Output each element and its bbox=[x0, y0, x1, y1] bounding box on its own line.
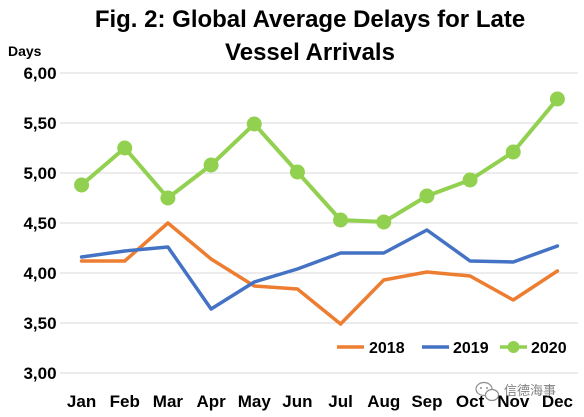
legend-label-2019: 2019 bbox=[453, 340, 489, 357]
wechat-bubble-icon bbox=[475, 381, 500, 402]
data-point-2020 bbox=[246, 116, 262, 132]
legend-label-2018: 2018 bbox=[369, 340, 405, 357]
x-tick-label: Apr bbox=[196, 392, 226, 411]
legend: 2018 2019 2020 bbox=[337, 340, 567, 357]
gridlines bbox=[60, 72, 578, 374]
chart-title-line-2: Vessel Arrivals bbox=[225, 39, 395, 66]
y-tick-label: 3,00 bbox=[23, 364, 56, 383]
data-point-2020 bbox=[505, 144, 521, 160]
x-tick-label: Sep bbox=[411, 392, 442, 411]
data-point-2020 bbox=[74, 177, 90, 193]
y-tick-label: 5,50 bbox=[23, 114, 56, 133]
x-axis-ticks: Jan Feb Mar Apr May Jun Jul Aug Sep Oct Nov Dec bbox=[67, 392, 573, 411]
legend-item-2018: 2018 bbox=[337, 340, 405, 357]
x-tick-label: Mar bbox=[153, 392, 184, 411]
series-2019 bbox=[79, 228, 560, 311]
y-tick-label: 4,00 bbox=[23, 264, 56, 283]
data-point-2020 bbox=[333, 212, 349, 228]
data-point-2020 bbox=[160, 190, 176, 206]
x-tick-label: Jun bbox=[282, 392, 312, 411]
x-tick-label: May bbox=[238, 392, 272, 411]
series-line-2019 bbox=[79, 228, 560, 311]
legend-item-2020: 2020 bbox=[500, 340, 567, 357]
legend-marker-2020 bbox=[507, 341, 520, 353]
series-line-2018 bbox=[79, 221, 560, 326]
y-tick-label: 6,00 bbox=[23, 64, 56, 83]
series-lines bbox=[74, 91, 565, 326]
x-tick-label: Jan bbox=[67, 392, 96, 411]
legend-item-2019: 2019 bbox=[422, 340, 489, 357]
watermark-text: 信德海事 bbox=[504, 384, 556, 399]
data-point-2020 bbox=[376, 214, 392, 230]
chart-title-line-1: Fig. 2: Global Average Delays for Late bbox=[95, 6, 525, 33]
x-tick-label: Jul bbox=[328, 392, 353, 411]
x-tick-label: Aug bbox=[367, 392, 400, 411]
data-point-2020 bbox=[462, 172, 478, 188]
x-tick-label: Oct bbox=[456, 392, 485, 411]
legend-label-2020: 2020 bbox=[531, 340, 567, 357]
data-point-2020 bbox=[289, 164, 305, 180]
data-point-2020 bbox=[203, 157, 219, 173]
y-tick-label: 4,50 bbox=[23, 214, 56, 233]
y-tick-label: 5,00 bbox=[23, 164, 56, 183]
x-tick-label: Feb bbox=[110, 392, 140, 411]
y-axis-label: Days bbox=[8, 43, 42, 59]
watermark: 信德海事 bbox=[475, 381, 556, 402]
series-line-2020 bbox=[79, 97, 560, 224]
x-tick-label: Dec bbox=[542, 392, 573, 411]
series-2018 bbox=[79, 221, 560, 326]
data-point-2020 bbox=[419, 188, 435, 204]
series-2020 bbox=[74, 91, 565, 230]
y-tick-label: 3,50 bbox=[23, 314, 56, 333]
data-point-2020 bbox=[117, 140, 133, 156]
y-axis-ticks: 3,00 3,50 4,00 4,50 5,00 5,50 6,00 bbox=[23, 64, 56, 383]
x-tick-label: Nov bbox=[497, 392, 530, 411]
data-point-2020 bbox=[549, 91, 565, 107]
